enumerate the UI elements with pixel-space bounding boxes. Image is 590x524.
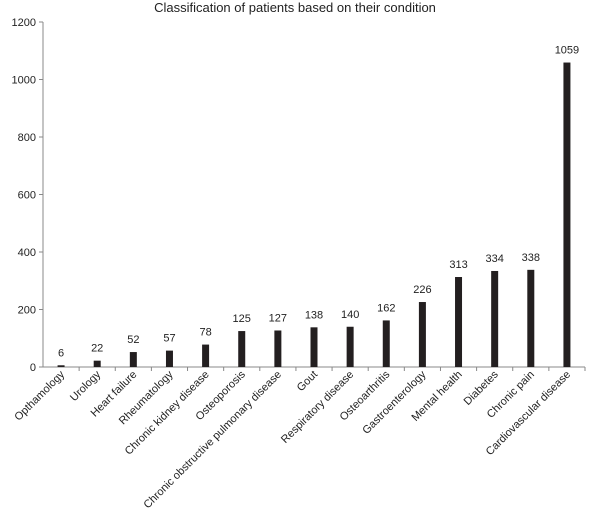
bar <box>93 360 101 367</box>
y-tick-label: 0 <box>30 362 36 374</box>
data-label: 127 <box>269 312 287 324</box>
bar <box>129 352 137 367</box>
bar <box>57 365 65 367</box>
x-tick-label: Gout <box>295 369 320 394</box>
bar <box>202 344 210 367</box>
y-tick-label: 800 <box>18 132 36 144</box>
y-tick-label: 1000 <box>12 75 36 87</box>
bar <box>455 277 463 367</box>
data-label: 6 <box>58 347 64 359</box>
data-label: 334 <box>485 253 503 265</box>
data-label: 22 <box>91 343 103 355</box>
data-label: 162 <box>377 302 395 314</box>
data-label: 57 <box>163 333 175 345</box>
bar <box>418 302 426 367</box>
data-label: 125 <box>233 313 251 325</box>
data-label: 78 <box>199 327 211 339</box>
data-label: 338 <box>522 252 540 264</box>
bar <box>238 331 246 367</box>
data-label: 138 <box>305 309 323 321</box>
bar <box>346 326 354 367</box>
x-tick-label: Opthamology <box>12 368 67 423</box>
x-tick-label: Gastroenterology <box>360 368 429 437</box>
bar <box>165 350 173 367</box>
data-label: 140 <box>341 309 359 321</box>
chart-title: Classification of patients based on thei… <box>154 0 436 15</box>
bar <box>310 327 318 367</box>
x-tick-label: Chronic obstructive pulmonary disease <box>141 369 284 512</box>
bar <box>274 330 282 367</box>
data-label: 226 <box>413 284 431 296</box>
y-tick-label: 1200 <box>12 17 36 29</box>
bar <box>563 62 571 367</box>
data-label: 1059 <box>555 45 579 57</box>
y-tick-label: 200 <box>18 305 36 317</box>
y-tick-label: 400 <box>18 247 36 259</box>
bar <box>382 320 390 367</box>
data-label: 313 <box>449 259 467 271</box>
x-tick-label: Urology <box>68 368 104 404</box>
bar <box>527 269 535 367</box>
bar <box>491 270 499 367</box>
data-label: 52 <box>127 334 139 346</box>
y-tick-label: 600 <box>18 190 36 202</box>
